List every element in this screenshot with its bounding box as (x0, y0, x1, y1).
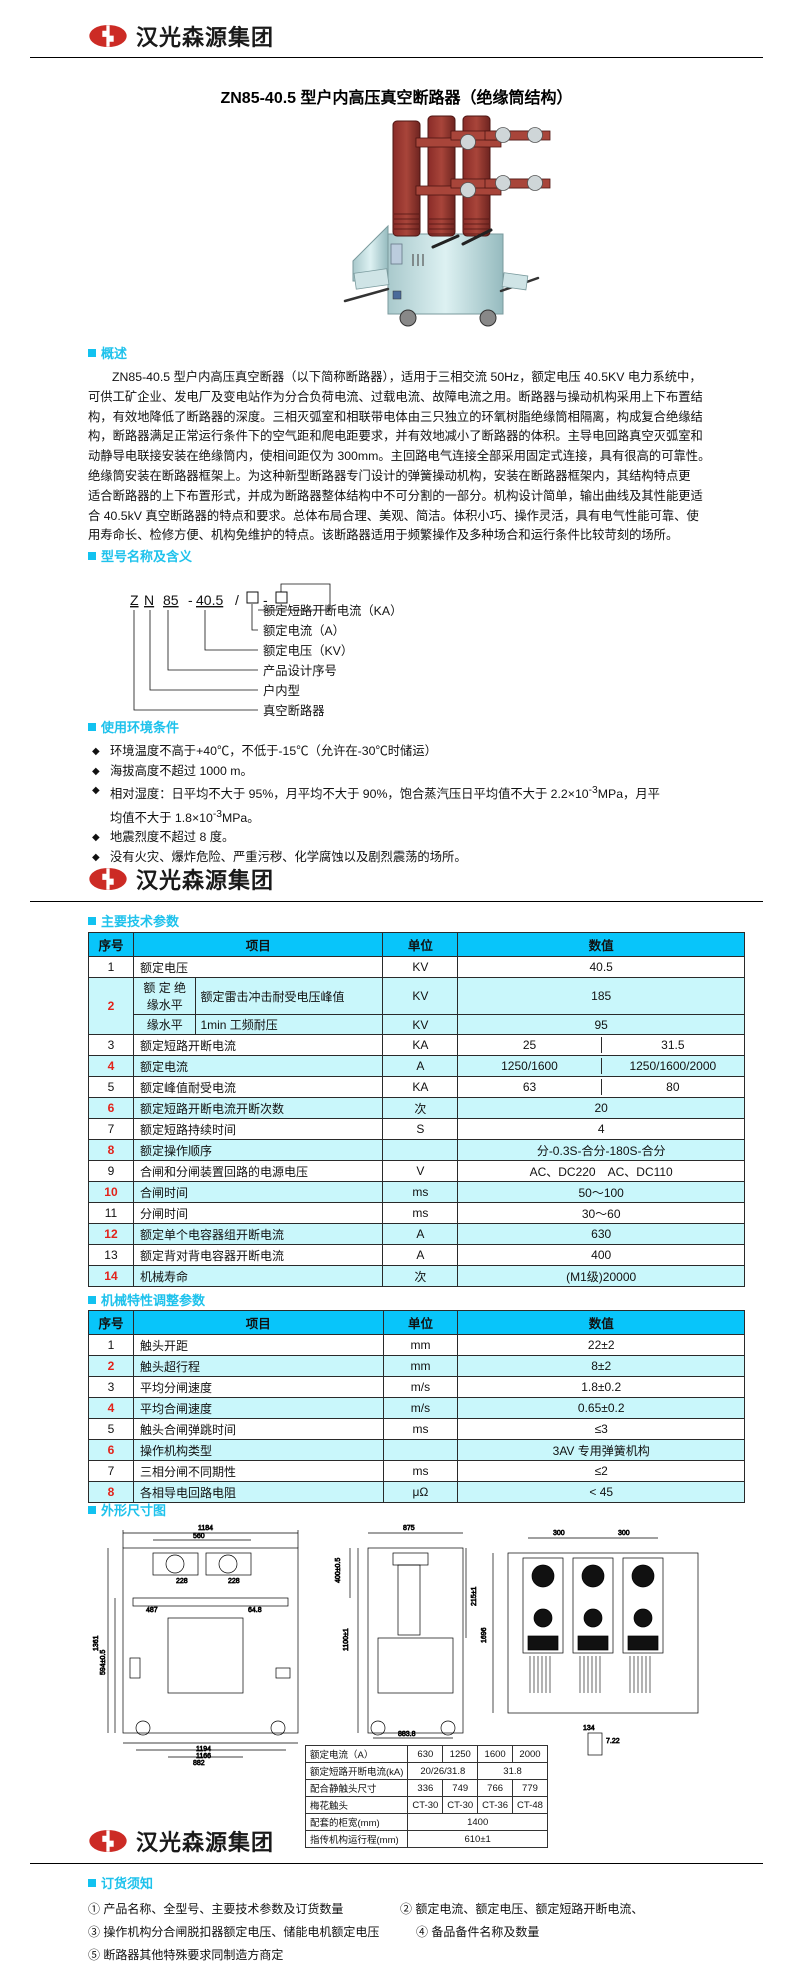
svg-text:300: 300 (618, 1530, 630, 1537)
svg-text:882: 882 (193, 1760, 205, 1767)
svg-text:400±0.5: 400±0.5 (335, 1558, 342, 1583)
svg-text:594±0.5: 594±0.5 (100, 1650, 107, 1675)
svg-text:560: 560 (193, 1533, 205, 1540)
svg-text:Z: Z (130, 592, 139, 608)
svg-text:1696: 1696 (481, 1627, 488, 1643)
svg-text:134: 134 (583, 1725, 595, 1732)
svg-text:228: 228 (228, 1578, 240, 1585)
svg-text:1194: 1194 (196, 1746, 211, 1753)
svg-text:7.22: 7.22 (606, 1738, 620, 1745)
svg-text:-: - (188, 592, 193, 608)
svg-text:40.5: 40.5 (196, 592, 223, 608)
svg-text:883.8: 883.8 (398, 1731, 416, 1738)
svg-text:1361: 1361 (93, 1635, 100, 1651)
svg-text:真空断路器: 真空断路器 (263, 703, 325, 718)
svg-text:64.8: 64.8 (248, 1607, 262, 1614)
svg-text:215±1: 215±1 (471, 1586, 478, 1606)
svg-text:额定电压（KV）: 额定电压（KV） (263, 643, 353, 658)
svg-text:额定电流（A）: 额定电流（A） (263, 623, 345, 638)
svg-text:1100±1: 1100±1 (343, 1628, 350, 1651)
svg-text:1184: 1184 (198, 1525, 213, 1532)
svg-text:85: 85 (163, 592, 179, 608)
svg-text:300: 300 (553, 1530, 565, 1537)
svg-text:228: 228 (176, 1578, 188, 1585)
svg-text:487: 487 (146, 1607, 158, 1614)
svg-text:N: N (144, 592, 154, 608)
svg-text:875: 875 (403, 1525, 415, 1532)
svg-text:户内型: 户内型 (263, 683, 300, 698)
svg-text:1166: 1166 (196, 1753, 211, 1760)
svg-text:/: / (235, 592, 239, 608)
svg-text:额定短路开断电流（KA）: 额定短路开断电流（KA） (263, 603, 402, 618)
svg-text:产品设计序号: 产品设计序号 (263, 663, 337, 678)
